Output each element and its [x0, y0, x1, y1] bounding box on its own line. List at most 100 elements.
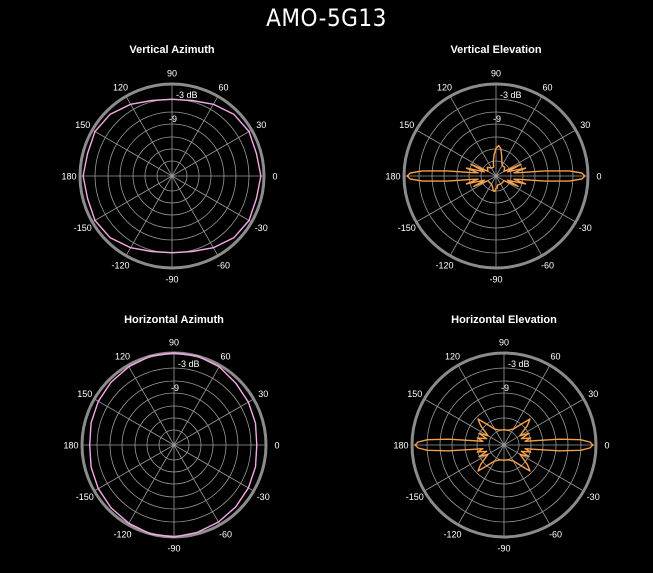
grid-spoke	[92, 129, 173, 177]
grid-spoke	[495, 96, 543, 177]
grid-spoke	[125, 96, 173, 177]
chart-title: Horizontal Azimuth	[124, 314, 224, 326]
page-title: AMO-5G13	[266, 4, 387, 32]
grid-spoke	[173, 365, 221, 446]
grid-spoke	[449, 175, 497, 256]
angle-tick-label: 150	[407, 389, 422, 399]
polar-chart-2: Horizontal Azimuth 0 30 60 90 120 150 180 -150 -1…	[63, 314, 279, 554]
grid-spoke	[171, 175, 219, 256]
angle-tick-label: 30	[580, 120, 590, 130]
grid-spoke	[416, 129, 497, 177]
chart-title: Vertical Elevation	[450, 44, 541, 56]
angle-tick-label: -150	[76, 492, 94, 502]
grid-spoke	[171, 175, 252, 223]
chart-title: Horizontal Elevation	[451, 314, 557, 326]
ring-label: -9	[501, 383, 509, 393]
angle-tick-label: 90	[499, 338, 509, 348]
angle-tick-label: 0	[596, 172, 601, 182]
grid-spoke	[495, 129, 576, 177]
grid-spoke	[94, 444, 175, 492]
grid-spoke	[457, 365, 505, 446]
grid-spoke	[424, 444, 505, 492]
ring-label: -3 dB	[176, 90, 198, 100]
grid-spoke	[173, 398, 254, 446]
grid-spoke	[171, 129, 252, 177]
angle-tick-label: 120	[437, 82, 452, 92]
angle-tick-label: 180	[393, 441, 408, 451]
outer-ring	[410, 351, 598, 539]
angle-tick-label: -30	[579, 223, 592, 233]
angle-tick-label: 60	[550, 351, 560, 361]
angle-tick-label: 180	[63, 441, 78, 451]
grid-spoke	[173, 444, 254, 492]
angle-tick-label: -150	[406, 492, 424, 502]
angle-tick-label: 60	[218, 82, 228, 92]
pattern-trace	[88, 352, 258, 538]
grid-spoke	[92, 175, 173, 223]
angle-tick-label: -60	[217, 261, 230, 271]
angle-tick-label: -60	[541, 261, 554, 271]
polar-chart-0: Vertical Azimuth 0 30 60 90 120 150 180 -150 -120…	[61, 44, 277, 285]
pattern-trace	[406, 144, 586, 193]
ring-label: -9	[493, 114, 501, 124]
angle-tick-label: 0	[604, 441, 609, 451]
angle-tick-label: 150	[77, 389, 92, 399]
angle-tick-label: 30	[258, 389, 268, 399]
angle-tick-label: -60	[219, 530, 232, 540]
angle-tick-label: 30	[588, 389, 598, 399]
ring-label: -9	[171, 383, 179, 393]
angle-tick-label: -30	[587, 492, 600, 502]
grid-spoke	[171, 96, 219, 177]
angle-tick-label: 180	[385, 172, 400, 182]
grid-spoke	[503, 365, 551, 446]
grid-spoke	[173, 444, 221, 525]
angle-tick-label: 150	[75, 120, 90, 130]
angle-tick-label: 120	[445, 351, 460, 361]
angle-tick-label: 0	[274, 441, 279, 451]
angle-tick-label: -90	[167, 544, 180, 554]
angle-tick-label: 150	[399, 120, 414, 130]
pattern-trace	[82, 98, 262, 254]
ring-label: -3 dB	[178, 359, 200, 369]
angle-tick-label: -60	[549, 530, 562, 540]
outer-ring	[78, 82, 266, 270]
grid-spoke	[125, 175, 173, 256]
angle-tick-label: 180	[61, 172, 76, 182]
angle-tick-label: -120	[435, 261, 453, 271]
grid-spoke	[449, 96, 497, 177]
angle-tick-label: 120	[115, 351, 130, 361]
polar-chart-1: Vertical Elevation 0 30 60 90 120 150 180 -150 -1…	[385, 44, 601, 285]
angle-tick-label: -150	[398, 223, 416, 233]
grid-spoke	[503, 398, 584, 446]
angle-tick-label: 60	[220, 351, 230, 361]
angle-tick-label: 0	[272, 172, 277, 182]
chart-title: Vertical Azimuth	[129, 44, 214, 56]
grid-spoke	[503, 444, 584, 492]
angle-tick-label: 90	[167, 69, 177, 79]
angle-tick-label: -90	[489, 275, 502, 285]
grid-spoke	[127, 444, 175, 525]
pattern-trace	[414, 418, 594, 472]
angle-tick-label: 90	[169, 338, 179, 348]
grid-spoke	[495, 175, 543, 256]
angle-tick-label: -120	[113, 530, 131, 540]
ring-label: -3 dB	[500, 90, 522, 100]
angle-tick-label: -120	[111, 261, 129, 271]
angle-tick-label: 30	[256, 120, 266, 130]
grid-spoke	[424, 398, 505, 446]
outer-ring	[402, 82, 590, 270]
angle-tick-label: -30	[255, 223, 268, 233]
polar-chart-3: Horizontal Elevation 0 30 60 90 120 150 180 -150…	[393, 314, 609, 554]
angle-tick-label: -30	[257, 492, 270, 502]
angle-tick-label: -90	[165, 275, 178, 285]
grid-spoke	[503, 444, 551, 525]
grid-spoke	[94, 398, 175, 446]
angle-tick-label: 90	[491, 69, 501, 79]
angle-tick-label: -90	[497, 544, 510, 554]
ring-label: -9	[169, 114, 177, 124]
grid-spoke	[416, 175, 497, 223]
grid-spoke	[457, 444, 505, 525]
angle-tick-label: 60	[542, 82, 552, 92]
angle-tick-label: -150	[74, 223, 92, 233]
